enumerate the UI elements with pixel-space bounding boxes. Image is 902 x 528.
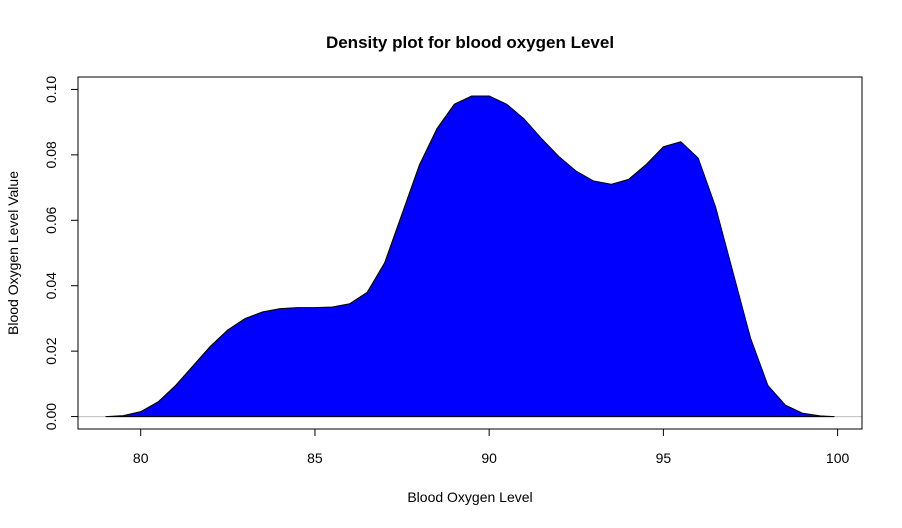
x-axis-label: Blood Oxygen Level (407, 489, 532, 505)
x-tick-label: 85 (307, 450, 323, 466)
y-tick-label: 0.02 (43, 337, 59, 364)
y-tick-label: 0.06 (43, 206, 59, 233)
y-axis-label: Blood Oxygen Level Value (5, 171, 21, 335)
x-tick-label: 100 (826, 450, 850, 466)
y-tick-label: 0.04 (43, 272, 59, 299)
y-tick-label: 0.08 (43, 141, 59, 168)
y-tick-label: 0.10 (43, 76, 59, 103)
y-tick-label: 0.00 (43, 403, 59, 430)
x-tick-label: 95 (656, 450, 672, 466)
chart-title: Density plot for blood oxygen Level (326, 33, 614, 52)
x-tick-label: 90 (481, 450, 497, 466)
density-area (105, 95, 835, 418)
y-axis: 0.00 0.02 0.04 0.06 0.08 0.10 (43, 76, 79, 430)
plot-area (78, 95, 862, 418)
x-tick-label: 80 (133, 450, 149, 466)
x-axis: 80 85 90 95 100 (133, 428, 850, 466)
